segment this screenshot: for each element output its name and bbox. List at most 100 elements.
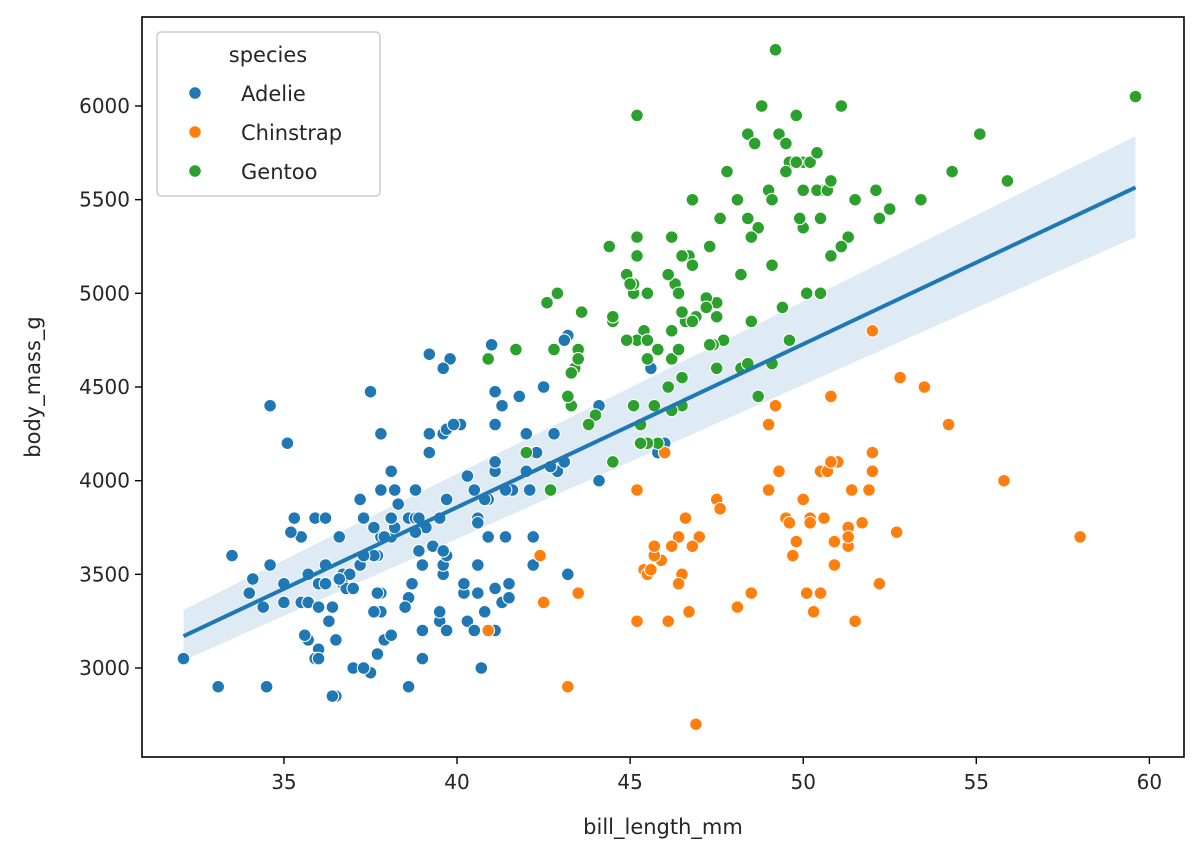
data-point <box>803 155 817 170</box>
data-point <box>765 258 779 273</box>
data-point <box>522 483 537 497</box>
data-point <box>702 239 717 254</box>
data-point <box>332 572 347 586</box>
data-point <box>436 361 451 376</box>
x-tick-label: 45 <box>617 770 642 794</box>
data-point <box>470 586 485 600</box>
data-point <box>661 380 676 394</box>
data-point <box>384 464 399 479</box>
data-point <box>280 436 295 451</box>
data-point <box>862 483 876 497</box>
data-point <box>772 464 786 479</box>
data-point <box>287 511 302 525</box>
data-point <box>329 633 343 647</box>
data-point <box>502 576 516 591</box>
data-point <box>740 211 755 226</box>
data-point <box>526 530 541 544</box>
data-point <box>685 314 700 329</box>
data-point <box>412 544 426 558</box>
data-point <box>848 614 862 629</box>
data-point <box>664 539 679 554</box>
data-point <box>647 398 662 413</box>
data-point <box>332 530 347 544</box>
data-point <box>401 679 416 694</box>
data-point <box>519 445 534 460</box>
data-point <box>581 417 596 432</box>
data-point <box>941 417 956 432</box>
legend-label-chinstrap: Chinstrap <box>241 121 342 145</box>
series-adelie <box>176 328 672 703</box>
data-point <box>630 614 644 629</box>
x-tick-label: 35 <box>271 770 296 794</box>
data-point <box>647 539 662 554</box>
data-point <box>488 581 502 596</box>
data-point <box>772 127 786 141</box>
data-point <box>495 398 509 413</box>
data-point <box>841 530 856 544</box>
data-point <box>470 515 485 530</box>
data-point <box>685 192 700 207</box>
data-point <box>367 604 381 619</box>
data-point <box>865 445 880 460</box>
y-tick-label: 4500 <box>79 375 130 399</box>
y-axis-label: body_mass_g <box>21 316 46 457</box>
data-point <box>311 600 326 614</box>
data-point <box>779 136 793 151</box>
data-point <box>311 651 326 666</box>
series-chinstrap <box>481 323 1087 732</box>
legend-label-adelie: Adelie <box>241 82 306 106</box>
data-point <box>796 492 811 507</box>
data-point <box>509 342 523 357</box>
data-point <box>588 408 603 422</box>
data-point <box>744 586 759 600</box>
data-point <box>460 614 475 629</box>
data-point <box>571 352 586 366</box>
data-point <box>782 515 797 530</box>
data-point <box>834 99 849 113</box>
y-tick-label: 5000 <box>79 281 130 305</box>
data-point <box>422 426 437 441</box>
x-tick-label: 50 <box>790 770 815 794</box>
data-point <box>630 108 644 123</box>
data-point <box>488 455 502 469</box>
data-point <box>560 567 575 582</box>
data-point <box>640 333 655 348</box>
data-point <box>799 286 814 301</box>
data-point <box>619 333 634 348</box>
data-point <box>602 239 617 254</box>
data-point <box>415 651 430 666</box>
data-point <box>675 370 689 385</box>
data-point <box>415 623 430 638</box>
data-point <box>391 497 406 511</box>
data-point <box>914 192 928 207</box>
data-point <box>817 511 831 525</box>
data-point <box>720 164 734 179</box>
data-point <box>685 539 700 554</box>
data-point <box>322 614 336 629</box>
x-axis-label: bill_length_mm <box>583 815 743 840</box>
data-point <box>865 323 880 338</box>
data-point <box>630 483 644 497</box>
data-point <box>827 558 842 572</box>
data-point <box>543 483 558 497</box>
data-point <box>872 211 887 226</box>
x-tick-label: 55 <box>964 770 989 794</box>
data-point <box>713 211 727 226</box>
data-point <box>367 520 381 535</box>
data-point <box>813 211 828 226</box>
data-point <box>318 576 333 591</box>
data-point <box>709 309 724 324</box>
data-point <box>657 445 672 460</box>
data-point <box>540 295 554 310</box>
legend-label-gentoo: Gentoo <box>241 160 317 184</box>
data-point <box>671 286 686 301</box>
data-point <box>650 342 665 357</box>
data-point <box>824 174 838 188</box>
data-point <box>682 604 696 619</box>
data-point <box>422 445 437 460</box>
data-point <box>664 230 679 244</box>
data-point <box>675 305 689 319</box>
data-point <box>211 679 226 694</box>
data-point <box>869 183 883 198</box>
data-point <box>865 464 880 479</box>
